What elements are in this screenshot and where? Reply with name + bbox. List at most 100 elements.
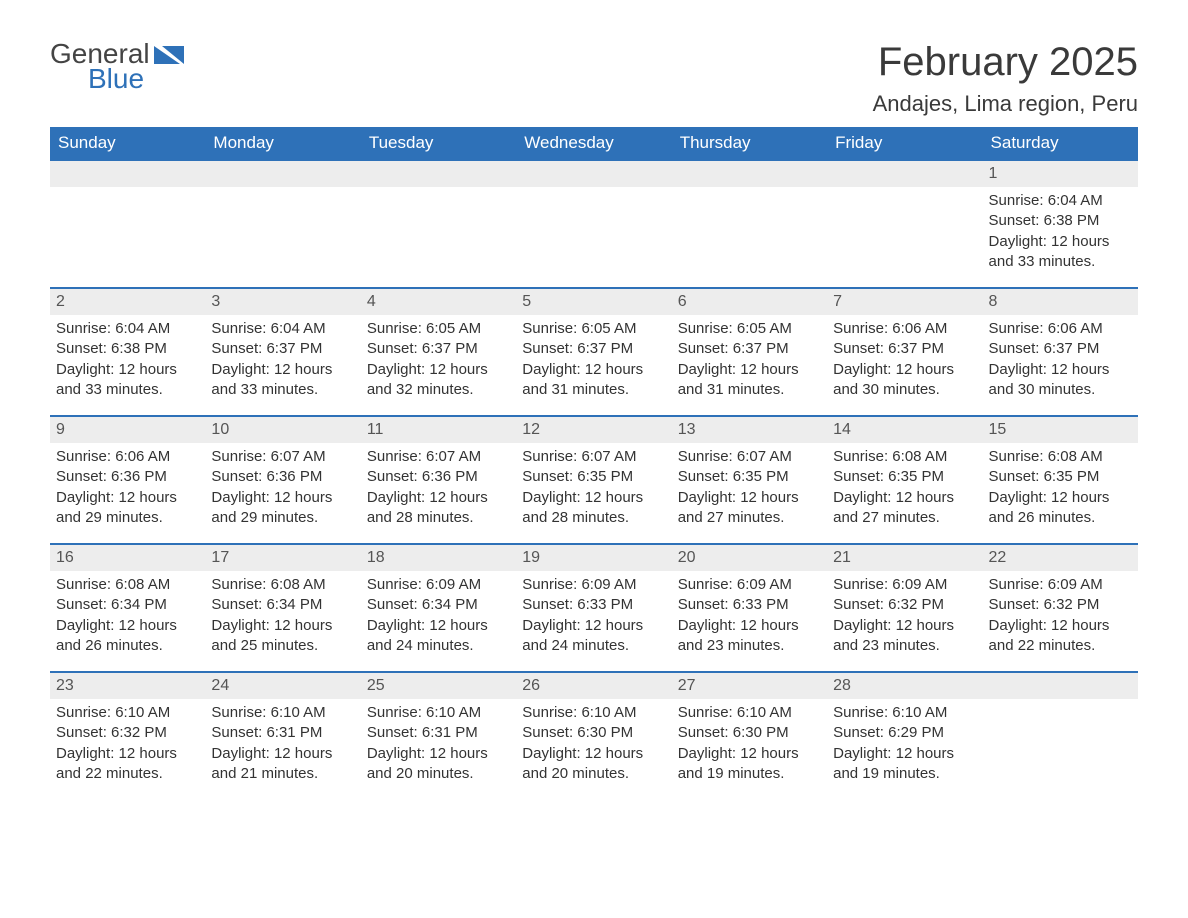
sunset-text: Sunset: 6:30 PM bbox=[678, 723, 821, 743]
daylight-text: Daylight: 12 hours and 29 minutes. bbox=[211, 488, 354, 529]
day-detail: Sunrise: 6:04 AMSunset: 6:38 PMDaylight:… bbox=[983, 187, 1138, 282]
sunset-text: Sunset: 6:37 PM bbox=[678, 339, 821, 359]
day-detail: Sunrise: 6:09 AMSunset: 6:33 PMDaylight:… bbox=[516, 571, 671, 666]
calendar-cell: 22Sunrise: 6:09 AMSunset: 6:32 PMDayligh… bbox=[983, 543, 1138, 671]
logo: General Blue bbox=[50, 40, 188, 93]
sunrise-text: Sunrise: 6:08 AM bbox=[56, 575, 199, 595]
calendar-week-row: 16Sunrise: 6:08 AMSunset: 6:34 PMDayligh… bbox=[50, 543, 1138, 671]
sunset-text: Sunset: 6:34 PM bbox=[211, 595, 354, 615]
day-detail: Sunrise: 6:04 AMSunset: 6:38 PMDaylight:… bbox=[50, 315, 205, 410]
day-number: 3 bbox=[205, 287, 360, 315]
empty-day-header bbox=[983, 671, 1138, 699]
day-number: 5 bbox=[516, 287, 671, 315]
sunset-text: Sunset: 6:34 PM bbox=[56, 595, 199, 615]
sunrise-text: Sunrise: 6:09 AM bbox=[833, 575, 976, 595]
calendar-cell bbox=[50, 159, 205, 287]
day-detail: Sunrise: 6:07 AMSunset: 6:35 PMDaylight:… bbox=[516, 443, 671, 538]
sunrise-text: Sunrise: 6:09 AM bbox=[678, 575, 821, 595]
calendar-cell: 2Sunrise: 6:04 AMSunset: 6:38 PMDaylight… bbox=[50, 287, 205, 415]
sunset-text: Sunset: 6:29 PM bbox=[833, 723, 976, 743]
daylight-text: Daylight: 12 hours and 31 minutes. bbox=[522, 360, 665, 401]
sunset-text: Sunset: 6:37 PM bbox=[522, 339, 665, 359]
sunset-text: Sunset: 6:31 PM bbox=[211, 723, 354, 743]
sunrise-text: Sunrise: 6:10 AM bbox=[522, 703, 665, 723]
day-number: 15 bbox=[983, 415, 1138, 443]
day-detail: Sunrise: 6:04 AMSunset: 6:37 PMDaylight:… bbox=[205, 315, 360, 410]
daylight-text: Daylight: 12 hours and 25 minutes. bbox=[211, 616, 354, 657]
calendar-cell: 28 Sunrise: 6:10 AMSunset: 6:29 PMDayligh… bbox=[827, 671, 982, 799]
day-number: 4 bbox=[361, 287, 516, 315]
calendar-week-row: 23Sunrise: 6:10 AMSunset: 6:32 PMDayligh… bbox=[50, 671, 1138, 799]
sunset-text: Sunset: 6:37 PM bbox=[989, 339, 1132, 359]
sunrise-text: Sunrise: 6:04 AM bbox=[56, 319, 199, 339]
day-number: 7 bbox=[827, 287, 982, 315]
daylight-text: Daylight: 12 hours and 23 minutes. bbox=[833, 616, 976, 657]
day-detail: Sunrise: 6:10 AMSunset: 6:31 PMDaylight:… bbox=[361, 699, 516, 794]
calendar-week-row: 1Sunrise: 6:04 AMSunset: 6:38 PMDaylight… bbox=[50, 159, 1138, 287]
sunrise-text: Sunrise: 6:05 AM bbox=[367, 319, 510, 339]
day-number: 18 bbox=[361, 543, 516, 571]
calendar-cell: 13Sunrise: 6:07 AMSunset: 6:35 PMDayligh… bbox=[672, 415, 827, 543]
sunrise-text: Sunrise: 6:05 AM bbox=[678, 319, 821, 339]
day-number: 28 bbox=[827, 671, 982, 699]
weekday-header: Wednesday bbox=[516, 127, 671, 159]
sunrise-text: Sunrise: 6:08 AM bbox=[833, 447, 976, 467]
sunset-text: Sunset: 6:36 PM bbox=[367, 467, 510, 487]
daylight-text: Daylight: 12 hours and 28 minutes. bbox=[367, 488, 510, 529]
calendar-cell: 7Sunrise: 6:06 AMSunset: 6:37 PMDaylight… bbox=[827, 287, 982, 415]
day-number: 6 bbox=[672, 287, 827, 315]
day-number: 24 bbox=[205, 671, 360, 699]
empty-day-header bbox=[516, 159, 671, 187]
day-number: 25 bbox=[361, 671, 516, 699]
sunrise-text: Sunrise: 6:09 AM bbox=[989, 575, 1132, 595]
sunset-text: Sunset: 6:35 PM bbox=[522, 467, 665, 487]
sunrise-text: Sunrise: 6:04 AM bbox=[989, 191, 1132, 211]
day-detail: Sunrise: 6:10 AMSunset: 6:31 PMDaylight:… bbox=[205, 699, 360, 794]
day-number: 13 bbox=[672, 415, 827, 443]
day-detail: Sunrise: 6:08 AMSunset: 6:34 PMDaylight:… bbox=[205, 571, 360, 666]
sunrise-text: Sunrise: 6:07 AM bbox=[367, 447, 510, 467]
daylight-text: Daylight: 12 hours and 30 minutes. bbox=[989, 360, 1132, 401]
day-detail: Sunrise: 6:06 AMSunset: 6:36 PMDaylight:… bbox=[50, 443, 205, 538]
daylight-text: Daylight: 12 hours and 19 minutes. bbox=[833, 744, 976, 785]
empty-day-header bbox=[827, 159, 982, 187]
sunrise-text: Sunrise: 6:10 AM bbox=[833, 703, 976, 723]
calendar-cell bbox=[205, 159, 360, 287]
calendar-cell: 5Sunrise: 6:05 AMSunset: 6:37 PMDaylight… bbox=[516, 287, 671, 415]
sunset-text: Sunset: 6:35 PM bbox=[989, 467, 1132, 487]
calendar-cell: 20Sunrise: 6:09 AMSunset: 6:33 PMDayligh… bbox=[672, 543, 827, 671]
daylight-text: Daylight: 12 hours and 29 minutes. bbox=[56, 488, 199, 529]
day-detail: Sunrise: 6:05 AMSunset: 6:37 PMDaylight:… bbox=[361, 315, 516, 410]
sunset-text: Sunset: 6:37 PM bbox=[833, 339, 976, 359]
day-number: 14 bbox=[827, 415, 982, 443]
calendar-cell: 12Sunrise: 6:07 AMSunset: 6:35 PMDayligh… bbox=[516, 415, 671, 543]
calendar-cell: 25Sunrise: 6:10 AMSunset: 6:31 PMDayligh… bbox=[361, 671, 516, 799]
sunrise-text: Sunrise: 6:10 AM bbox=[211, 703, 354, 723]
daylight-text: Daylight: 12 hours and 32 minutes. bbox=[367, 360, 510, 401]
sunset-text: Sunset: 6:37 PM bbox=[211, 339, 354, 359]
day-number: 12 bbox=[516, 415, 671, 443]
sunrise-text: Sunrise: 6:08 AM bbox=[211, 575, 354, 595]
sunrise-text: Sunrise: 6:06 AM bbox=[833, 319, 976, 339]
daylight-text: Daylight: 12 hours and 22 minutes. bbox=[56, 744, 199, 785]
sunset-text: Sunset: 6:31 PM bbox=[367, 723, 510, 743]
daylight-text: Daylight: 12 hours and 19 minutes. bbox=[678, 744, 821, 785]
calendar-cell bbox=[827, 159, 982, 287]
location-subtitle: Andajes, Lima region, Peru bbox=[873, 91, 1138, 117]
day-number: 26 bbox=[516, 671, 671, 699]
daylight-text: Daylight: 12 hours and 22 minutes. bbox=[989, 616, 1132, 657]
weekday-header: Friday bbox=[827, 127, 982, 159]
daylight-text: Daylight: 12 hours and 24 minutes. bbox=[522, 616, 665, 657]
day-number: 20 bbox=[672, 543, 827, 571]
sunset-text: Sunset: 6:35 PM bbox=[833, 467, 976, 487]
weekday-header: Monday bbox=[205, 127, 360, 159]
day-number: 27 bbox=[672, 671, 827, 699]
calendar-table: Sunday Monday Tuesday Wednesday Thursday… bbox=[50, 127, 1138, 799]
day-detail: Sunrise: 6:09 AMSunset: 6:32 PMDaylight:… bbox=[827, 571, 982, 666]
day-number: 23 bbox=[50, 671, 205, 699]
calendar-cell bbox=[672, 159, 827, 287]
day-number: 19 bbox=[516, 543, 671, 571]
daylight-text: Daylight: 12 hours and 31 minutes. bbox=[678, 360, 821, 401]
calendar-cell: 26Sunrise: 6:10 AMSunset: 6:30 PMDayligh… bbox=[516, 671, 671, 799]
sunset-text: Sunset: 6:35 PM bbox=[678, 467, 821, 487]
